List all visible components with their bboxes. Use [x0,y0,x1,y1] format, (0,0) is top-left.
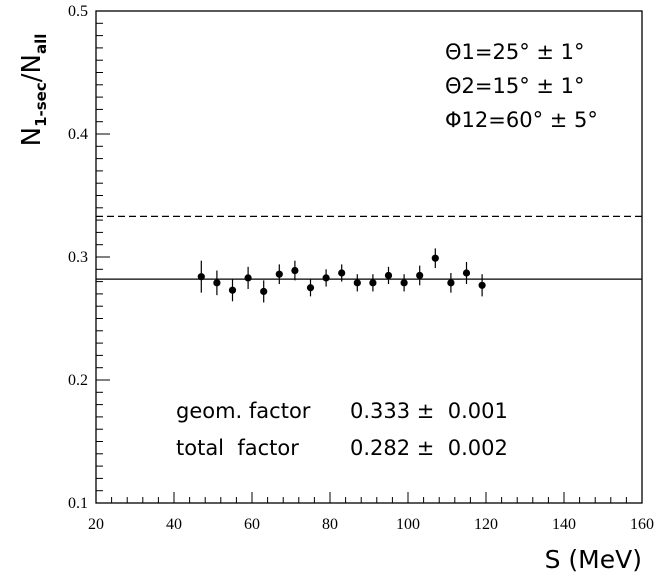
data-point [400,274,408,292]
data-point [462,261,471,285]
point-marker [462,269,471,277]
annotation-theta1: Θ1=25° ± 1° [445,40,585,64]
data-point [275,264,283,285]
point-marker [353,279,361,287]
point-marker [338,269,346,277]
axis-tick-labels: 20 40 60 80 100 120 140 160 0.1 0.2 0.3 0.4 0.5 [68,3,654,533]
y-axis-title: N1-sec/Nall [17,34,50,147]
point-marker [478,281,486,289]
point-marker [416,271,424,280]
x-tick-label: 160 [630,516,654,533]
total-factor-label: total factor [176,436,299,460]
data-point [322,269,330,287]
total-factor-value: 0.282 ± 0.002 [350,436,508,460]
data-points [197,248,486,303]
point-marker [275,270,283,278]
annotation-phi12: Φ12=60° ± 5° [445,108,598,132]
data-point [213,270,221,296]
y-tick-label: 0.1 [68,495,88,512]
axis-ticks [95,10,643,504]
geom-factor-label: geom. factor [176,399,311,423]
point-marker [228,286,237,294]
data-point [291,260,299,281]
x-tick-label: 80 [322,516,338,533]
data-point [228,279,237,302]
y-tick-label: 0.4 [68,126,88,143]
point-marker [447,279,455,287]
data-point [431,248,439,269]
point-marker [213,279,221,287]
x-tick-label: 140 [552,516,576,533]
svg-text:N1-sec/Nall: N1-sec/Nall [17,34,50,147]
point-marker [260,287,268,296]
point-marker [197,273,205,281]
data-point [353,274,361,292]
y-tick-label: 0.5 [68,3,88,20]
point-marker [431,254,439,262]
data-point [338,264,346,282]
point-marker [291,266,299,275]
point-marker [384,271,393,280]
data-point [369,274,377,292]
point-marker [322,274,330,282]
data-point [306,279,315,297]
data-point [384,266,393,285]
x-tick-label: 100 [396,516,420,533]
data-point [416,265,424,286]
point-marker [369,279,377,287]
y-tick-label: 0.3 [68,249,88,266]
y-tick-label: 0.2 [68,372,88,389]
x-tick-label: 60 [244,516,260,533]
x-tick-label: 20 [88,516,104,533]
data-point [197,260,205,293]
y-axis-title-sub2: all [32,34,50,54]
y-axis-title-main: N [17,127,47,146]
point-marker [400,279,408,287]
data-point [260,280,268,303]
data-point [478,274,486,297]
y-axis-title-main2: N [17,54,47,73]
y-axis-title-sub1: 1-sec [32,82,50,127]
x-tick-label: 120 [474,516,498,533]
point-marker [244,274,252,282]
data-point [244,266,252,289]
x-tick-label: 40 [166,516,182,533]
data-point [447,272,455,293]
reference-lines [96,215,642,280]
annotation-theta2: Θ2=15° ± 1° [445,74,585,98]
y-axis-title-slash: / [17,73,47,82]
geom-factor-value: 0.333 ± 0.001 [350,399,508,423]
x-axis-title: S (MeV) [545,545,642,574]
point-marker [306,284,315,292]
